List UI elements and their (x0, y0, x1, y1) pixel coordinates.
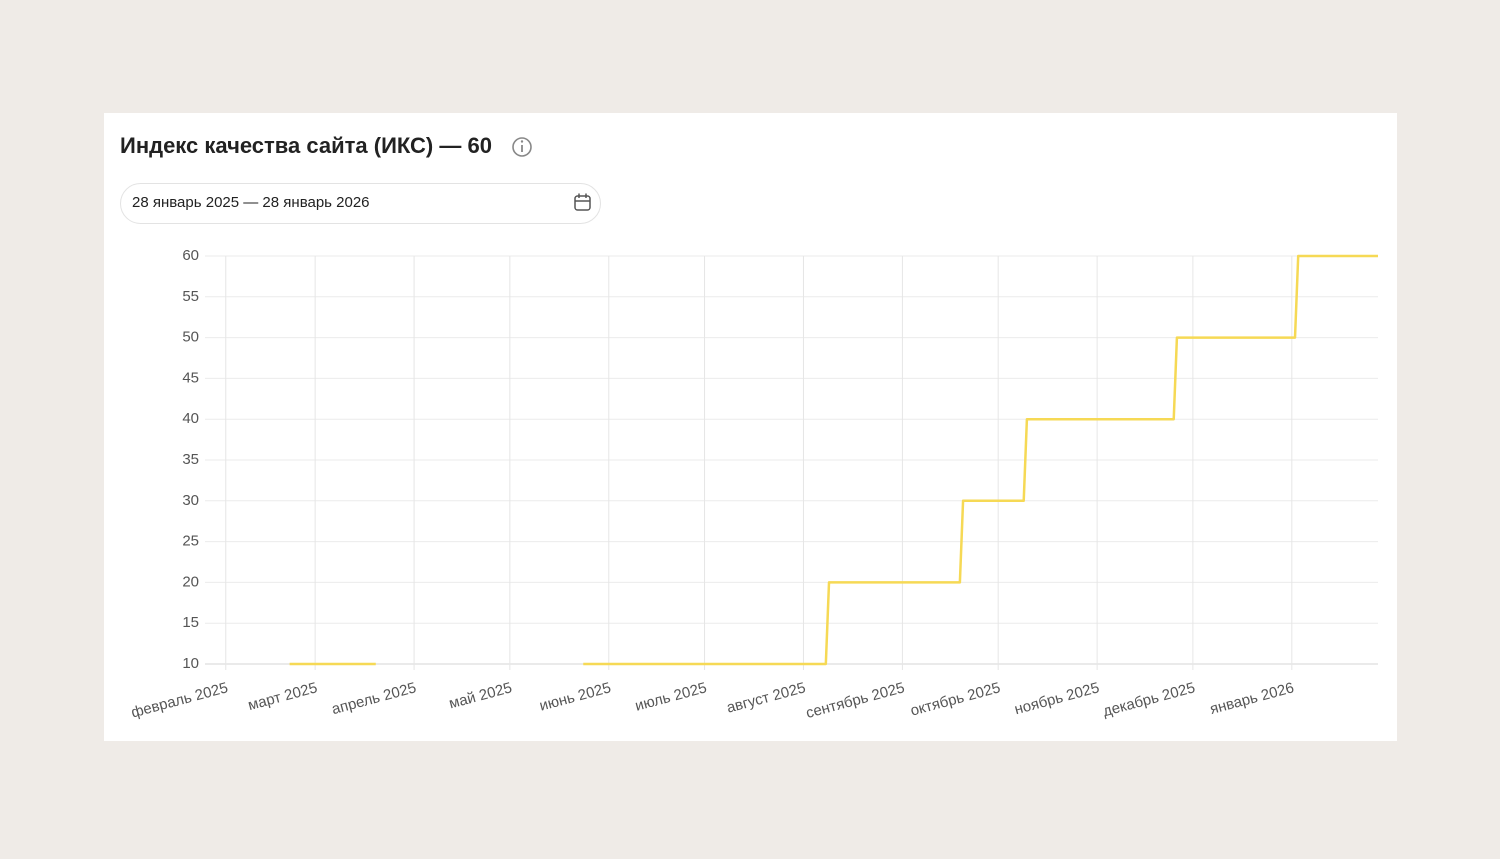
y-tick-label: 30 (182, 492, 199, 509)
y-tick-label: 10 (182, 655, 199, 672)
y-tick-label: 45 (182, 369, 199, 386)
date-range: 28 январь 2025 — 28 январь 2026 (132, 194, 370, 211)
y-tick-label: 20 (182, 573, 199, 590)
y-tick-label: 40 (182, 410, 199, 427)
y-tick-label: 15 (182, 614, 199, 631)
date-picker[interactable]: 28 январь 2025 — 28 январь 2026 (120, 183, 601, 224)
data-line (289, 254, 1378, 666)
chart-title: Индекс качества сайта (ИКС) — 60 (120, 133, 492, 158)
y-tick-label: 60 (182, 247, 199, 264)
y-tick-label: 55 (182, 288, 199, 305)
info-icon[interactable] (512, 137, 532, 157)
y-tick-label: 35 (182, 451, 199, 468)
y-tick-label: 25 (182, 533, 199, 550)
y-tick-label: 50 (182, 329, 199, 346)
